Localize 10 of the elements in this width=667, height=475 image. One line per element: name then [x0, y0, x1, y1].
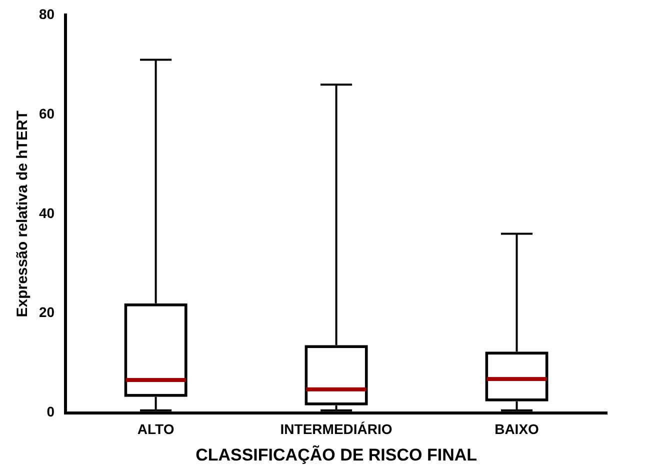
x-tick-label: BAIXO	[494, 421, 540, 438]
y-tick-label: 80	[38, 6, 55, 22]
y-tick-label: 60	[38, 105, 55, 122]
y-tick-label: 40	[38, 204, 55, 221]
y-tick-label: 20	[38, 304, 55, 320]
x-axis-title: CLASSIFICAÇÃO DE RISCO FINAL	[196, 444, 478, 464]
y-axis-title: Expressão relativa de hTERT	[14, 110, 32, 318]
x-tick-label: INTERMEDIÁRIO	[280, 421, 392, 438]
y-tick-label: 0	[46, 404, 55, 420]
x-tick-label: ALTO	[137, 421, 174, 438]
